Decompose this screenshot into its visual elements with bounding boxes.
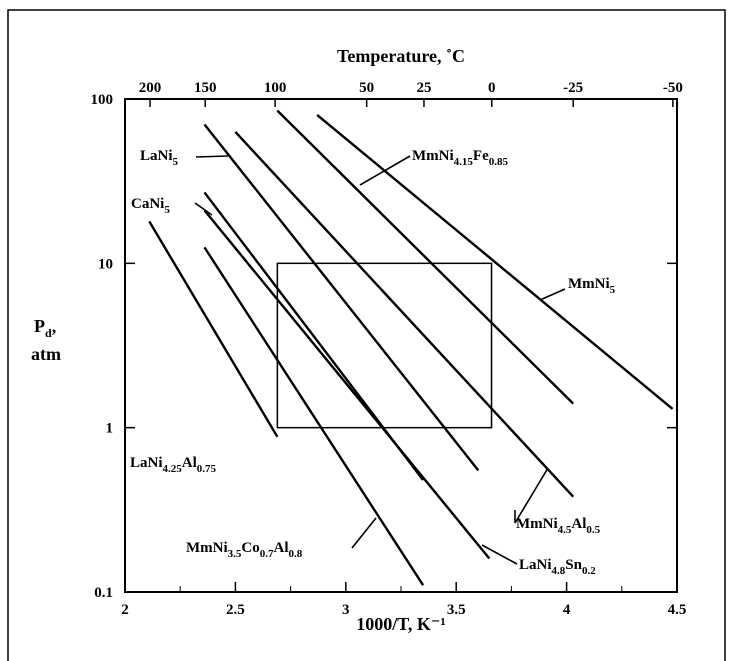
- series-label-leader: [195, 155, 229, 158]
- y-axis-title-comma: ,: [52, 316, 57, 336]
- label-element: MmNi: [516, 516, 558, 532]
- label-element: Al: [571, 516, 586, 532]
- x-tick-label: 4: [563, 602, 571, 618]
- label-element: LaNi: [140, 148, 173, 164]
- x-tick-label: 2: [121, 602, 129, 618]
- series-label-leader: [351, 517, 377, 549]
- y-axis-title: Pd,: [34, 316, 56, 340]
- series-label-MmNi5: MmNi5: [568, 276, 616, 296]
- label-subscript: 0.7: [260, 548, 274, 560]
- series-label-CaNi5: CaNi5: [131, 196, 170, 216]
- label-subscript: 4.5: [558, 524, 572, 536]
- series-line-LaNi4.8Sn0.2: [203, 209, 491, 560]
- series-label-LaNi4.8Sn0.2: LaNi4.8Sn0.2: [519, 557, 596, 577]
- top-tick-label: 0: [488, 80, 496, 96]
- label-element: Sn: [565, 557, 582, 573]
- label-subscript: 0.2: [582, 565, 596, 577]
- label-element: LaNi: [519, 557, 552, 573]
- label-element: MmNi: [186, 540, 228, 556]
- top-tick-label: 50: [359, 80, 374, 96]
- label-subscript: 4.15: [454, 156, 474, 168]
- top-tick-label: -25: [563, 80, 583, 96]
- y-axis-title-sub: d: [45, 326, 52, 340]
- label-subscript: 5: [610, 284, 616, 296]
- series-label-leader: [194, 202, 213, 216]
- top-tick-label: -50: [663, 80, 683, 96]
- operating-window-box: [276, 262, 493, 429]
- series-label-leader: [359, 155, 411, 186]
- label-subscript: 4.25: [163, 463, 183, 475]
- series-line-LaNi5: [203, 123, 480, 472]
- label-element: Al: [274, 540, 289, 556]
- series-line-MmNi5: [316, 114, 674, 410]
- series-label-leader: [481, 544, 518, 565]
- label-element: MmNi: [568, 276, 610, 292]
- label-subscript: 5: [164, 204, 170, 216]
- x-axis-title: 1000/T, K⁻¹: [356, 614, 446, 634]
- x-tick-label: 3: [342, 602, 350, 618]
- y-tick-label: 0.1: [94, 585, 113, 601]
- label-subscript: 4.8: [552, 565, 566, 577]
- series-label-leader: [539, 288, 566, 301]
- label-subscript: 0.8: [289, 548, 303, 560]
- label-element: Fe: [473, 148, 489, 164]
- top-axis-title: Temperature, ˚C: [337, 46, 465, 66]
- label-subscript: 0.75: [197, 463, 217, 475]
- axis-ticks: [124, 98, 678, 593]
- top-tick-label: 150: [194, 80, 217, 96]
- label-element: LaNi: [130, 455, 163, 471]
- label-element: Co: [241, 540, 259, 556]
- top-tick-label: 100: [264, 80, 287, 96]
- y-axis-unit: atm: [31, 344, 61, 364]
- series-label-LaNi4.25Al0.75: LaNi4.25Al0.75: [130, 455, 217, 475]
- series-label-LaNi5: LaNi5: [140, 148, 179, 168]
- y-tick-label: 10: [98, 256, 113, 272]
- series-label-MmNi3.5Co0.7Al0.8: MmNi3.5Co0.7Al0.8: [186, 540, 303, 560]
- label-element: MmNi: [412, 148, 454, 164]
- series-line-MmNi4.5Al0.5: [234, 131, 575, 498]
- series-line-MmNi4.15Fe0.85: [276, 109, 575, 405]
- series-label-leader: [514, 467, 549, 524]
- x-tick-label: 4.5: [668, 602, 687, 618]
- label-subscript: 0.85: [489, 156, 509, 168]
- tick-labels: 2 2.5 3 3.5 4 4.5 0.1 1 10 100 200 150 100 50 25 0 -25 -5…: [91, 80, 687, 618]
- label-element: CaNi: [131, 196, 164, 212]
- top-tick-label: 200: [139, 80, 162, 96]
- series-line-MmNi3.5Co0.7Al0.8: [203, 246, 425, 586]
- label-subscript: 0.5: [586, 524, 600, 536]
- series-label-MmNi4.5Al0.5: MmNi4.5Al0.5: [516, 516, 601, 536]
- label-subscript: 3.5: [228, 548, 242, 560]
- series-labels: MmNi5MmNi4.15Fe0.85LaNi5MmNi4.5Al0.5CaNi…: [130, 148, 616, 577]
- y-tick-label: 1: [106, 421, 114, 437]
- label-subscript: 5: [173, 156, 179, 168]
- series-line-LaNi4.25Al0.75: [148, 220, 279, 438]
- x-tick-label: 3.5: [447, 602, 466, 618]
- label-element: Al: [182, 455, 197, 471]
- series-lines: [148, 109, 674, 586]
- y-tick-label: 100: [91, 92, 114, 108]
- top-tick-label: 25: [416, 80, 431, 96]
- series-label-MmNi4.15Fe0.85: MmNi4.15Fe0.85: [412, 148, 508, 168]
- outer-frame: [7, 9, 726, 661]
- x-tick-label: 2.5: [226, 602, 245, 618]
- y-axis-title-p: P: [34, 316, 45, 336]
